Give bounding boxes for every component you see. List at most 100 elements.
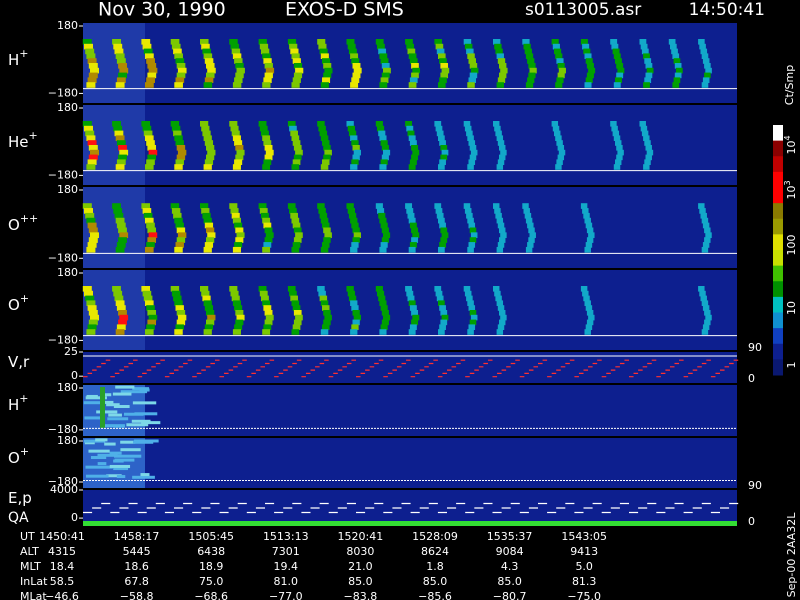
spectrogram-cell [586,310,594,316]
spectrogram-cell [582,208,589,214]
spectrogram-cell [97,453,118,457]
spectrogram-cell [499,63,507,69]
spectrogram-cell [405,39,413,45]
spectrogram-cell [381,72,390,79]
spectrogram-cell [88,310,98,316]
ephemeris-value: −80.7 [493,590,527,600]
spectrogram-cell [322,242,330,248]
spectrogram-cell [293,310,302,316]
spectrogram-cell [493,121,500,127]
spectrogram-cell [499,72,507,79]
spectrogram-cell [106,403,120,407]
spectrogram-cell [114,212,124,219]
spectrogram-cell [82,121,92,127]
spectrogram-cell [499,237,506,243]
spectrogram-cell [434,286,442,292]
colorbar-unit: Ct/Smp [783,65,796,105]
spectrogram-cell [116,305,126,311]
spectrogram-cell [234,305,243,311]
spectrogram-cell [704,310,711,316]
spectrogram-cell [612,130,620,137]
ephemeris-value: 81.0 [274,575,299,588]
spectrogram-cell [142,43,152,50]
label-text: He [8,133,29,151]
spectrogram-cell [293,72,303,79]
spectrogram-cell [323,319,331,326]
spectrogram-cell [347,125,356,132]
spectrogram-cell [580,203,588,209]
label-text: O [8,449,20,467]
spectrogram-cell [258,39,267,45]
spectrogram-cell [262,82,271,88]
spectrogram-cell [229,121,238,127]
spectrogram-cell [147,227,157,234]
spectrogram-cell [291,300,300,306]
spectrogram-cell [352,154,360,161]
spectrogram-cell [381,63,390,69]
spectrogram-cell [438,135,445,141]
spectrogram-cell [468,222,476,229]
spectrogram-cell [202,212,211,219]
spectrogram-cell [439,305,446,311]
spectrogram-cell [88,63,98,69]
spectrogram-cell [292,242,301,248]
spectrogram-cell [318,290,326,297]
label-superscript: + [29,129,38,142]
y-tick-label: −180 [48,333,78,346]
spectrogram-cell [145,329,154,335]
spectrogram-cell [87,140,97,146]
spectrogram-cell [146,242,155,248]
spectrogram-cell [347,208,356,214]
spectrogram-cell [584,82,592,88]
spectrogram-cell [229,39,238,45]
spectrogram-cell [236,149,245,156]
spectrogram-cell [88,227,98,234]
colorbar-segment [773,265,783,282]
spectrogram-cell [434,39,443,45]
spectrogram-cell [324,149,332,156]
spectrogram-cell [440,145,448,151]
spectrogram-cell [262,164,271,170]
spectrogram-cell [439,324,446,330]
spectrogram-cell [139,388,150,392]
spectrogram-cell [351,77,360,83]
spectrogram-cell [207,149,216,156]
spectrogram-cell [464,208,472,214]
spectrogram-cell [469,72,478,79]
spectrogram-cell [114,295,124,302]
spectrogram-cell [86,329,96,335]
spectrogram-cell [204,77,214,83]
spectrogram-cell [148,67,158,74]
spectrogram-cell [525,246,533,253]
spectrogram-cell [203,300,212,306]
ephemeris-value: −75.0 [567,590,601,600]
spectrogram-cell [525,82,534,88]
spectrogram-cell [86,246,96,253]
spectrogram-cell [676,67,683,74]
spectrogram-cell [112,203,121,209]
spectrogram-cell [324,314,332,321]
spectrogram-cell [409,58,418,64]
spectrogram-cell [118,154,127,161]
spectrogram-cell [375,203,383,209]
spectrogram-cell [496,300,504,306]
spectrogram-cell [119,149,129,156]
label-superscript: + [19,47,28,60]
spectrogram-cell [115,385,135,389]
spectrogram-cell [263,159,272,165]
spectrogram-cell [411,237,419,243]
spectrogram-cell [116,222,126,229]
spectrogram-cell [378,295,386,302]
spectrogram-cell [350,164,358,170]
ephemeris-value: 9413 [570,545,598,558]
spectrogram-cell [146,305,155,311]
spectrogram-cell [381,237,389,243]
y-tick-label: 0 [71,511,78,524]
spectrogram-cell [383,149,391,156]
y-tick-label: −180 [48,251,78,264]
spectrogram-cell [406,43,415,50]
spectrogram-cell [322,77,331,83]
spectrogram-cell [615,77,622,83]
spectrogram-cell [436,130,444,137]
